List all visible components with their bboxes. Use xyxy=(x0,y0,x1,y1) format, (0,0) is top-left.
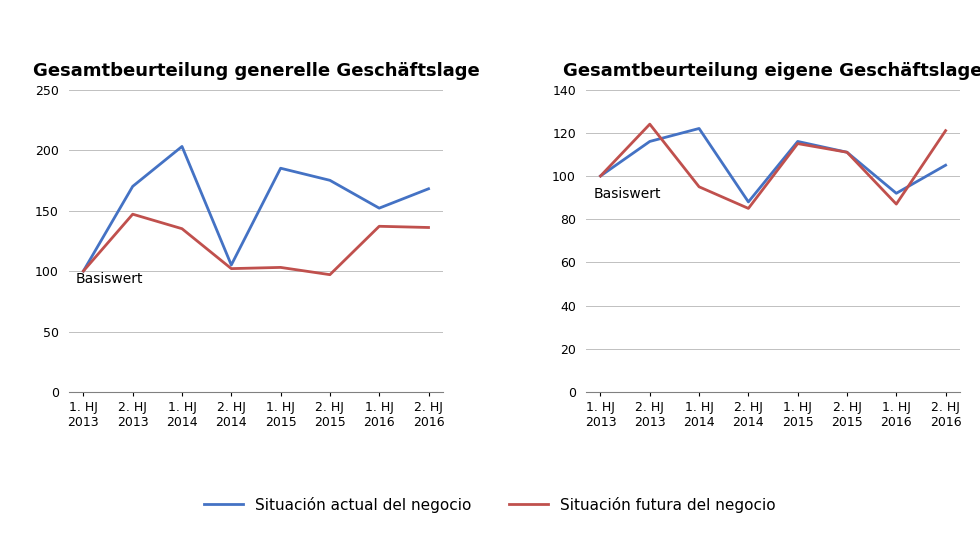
Title: Gesamtbeurteilung eigene Geschäftslage: Gesamtbeurteilung eigene Geschäftslage xyxy=(564,62,980,80)
Legend: Situación actual del negocio, Situación futura del negocio: Situación actual del negocio, Situación … xyxy=(198,491,782,519)
Title: Gesamtbeurteilung generelle Geschäftslage: Gesamtbeurteilung generelle Geschäftslag… xyxy=(32,62,479,80)
Text: Basiswert: Basiswert xyxy=(593,187,661,201)
Text: Basiswert: Basiswert xyxy=(76,272,144,286)
